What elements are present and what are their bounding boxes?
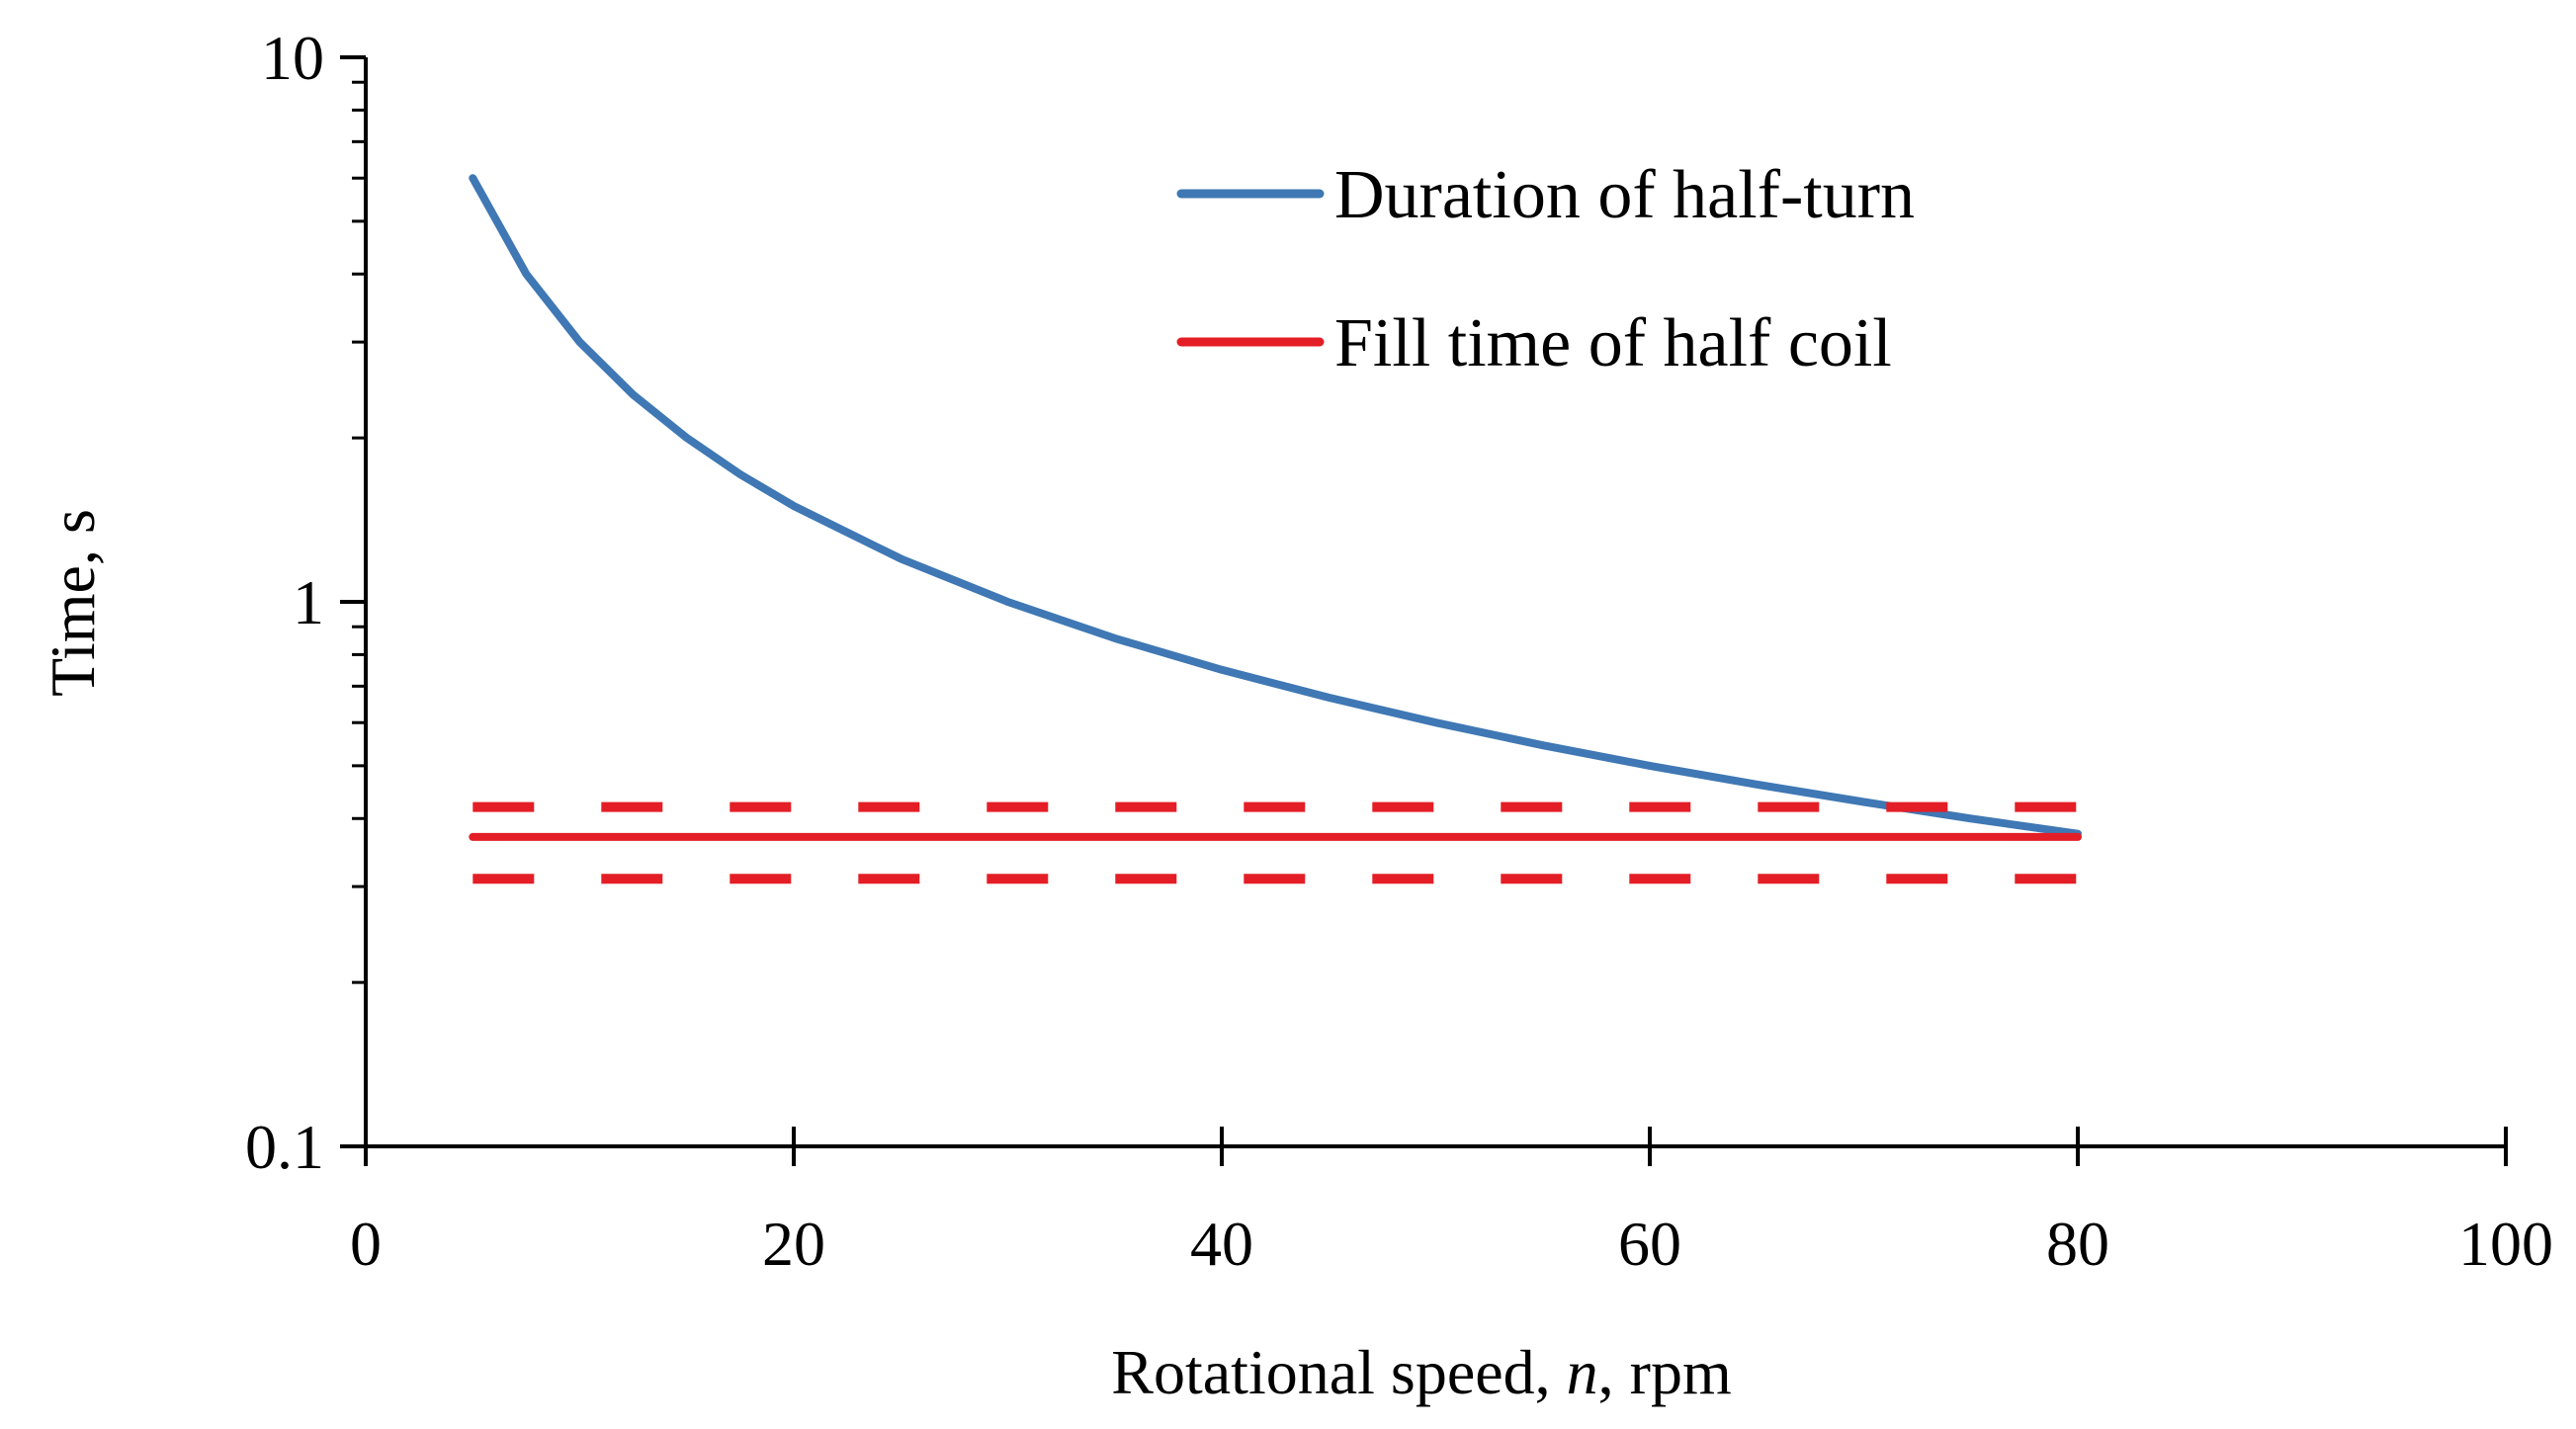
y-tick-label: 1 <box>293 567 324 637</box>
x-tick-label: 100 <box>2458 1209 2553 1279</box>
x-axis-title: Rotational speed, n, rpm <box>1111 1337 1731 1407</box>
y-axis-title: Time, s <box>38 509 108 697</box>
y-tick-label: 10 <box>261 23 324 93</box>
x-axis-title-symbol: n <box>1567 1337 1598 1407</box>
legend-label: Fill time of half coil <box>1334 305 1892 381</box>
x-tick-label: 40 <box>1190 1209 1253 1279</box>
series-line-duration-of-half-turn <box>469 174 2082 838</box>
x-axis-title-suffix: , rpm <box>1598 1337 1732 1407</box>
x-tick-label: 0 <box>350 1209 382 1279</box>
y-tick-label: 0.1 <box>245 1112 324 1182</box>
legend-label: Duration of half-turn <box>1334 157 1915 233</box>
x-axis-title-prefix: Rotational speed, <box>1111 1337 1566 1407</box>
plot-area <box>469 174 2082 884</box>
x-tick-label: 60 <box>1618 1209 1681 1279</box>
axes: 0 20 40 60 80 100 0.1 1 10 <box>245 23 2553 1279</box>
x-tick-label: 20 <box>762 1209 825 1279</box>
legend: Duration of half-turn Fill time of half c… <box>1176 157 1915 381</box>
x-tick-label: 80 <box>2046 1209 2109 1279</box>
